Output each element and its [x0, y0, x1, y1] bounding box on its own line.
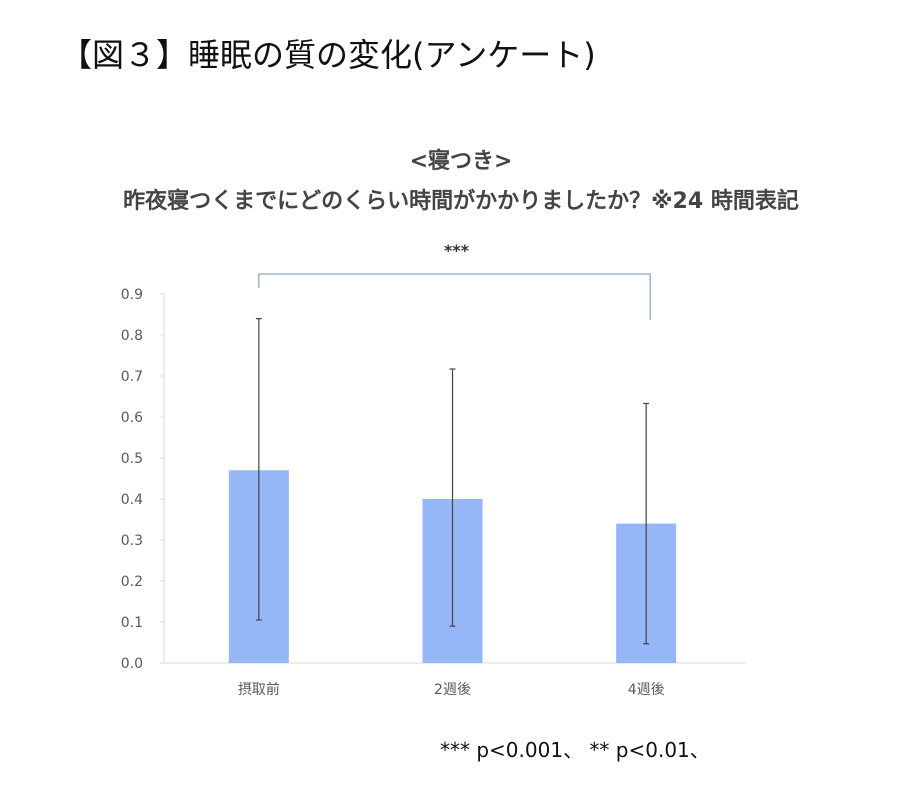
x-tick-label: 2週後 — [434, 682, 471, 698]
significance-label: *** — [444, 241, 470, 260]
significance-bracket — [258, 273, 651, 320]
figure-title: 【図３】睡眠の質の変化(アンケート) — [60, 36, 596, 74]
y-tick-label: 0.9 — [121, 287, 143, 303]
y-tick-label: 0.6 — [121, 410, 143, 426]
y-tick-label: 0.8 — [121, 328, 143, 344]
chart-subtitle: 昨夜寝つくまでにどのくらい時間がかかりましたか？※24 時間表記 — [123, 189, 799, 214]
y-tick-label: 0.0 — [121, 656, 143, 672]
y-tick-label: 0.5 — [121, 451, 143, 467]
chart-title: <寝つき> — [409, 149, 513, 174]
y-tick-label: 0.2 — [121, 574, 143, 590]
y-tick-label: 0.4 — [121, 492, 143, 508]
y-tick-label: 0.1 — [121, 615, 143, 631]
x-tick-label: 4週後 — [628, 682, 665, 698]
significance-footnote: *** p<0.001、 ** p<0.01、 — [440, 738, 710, 762]
y-tick-label: 0.7 — [121, 369, 143, 385]
y-tick-label: 0.3 — [121, 533, 143, 549]
x-tick-label: 摂取前 — [238, 681, 280, 698]
